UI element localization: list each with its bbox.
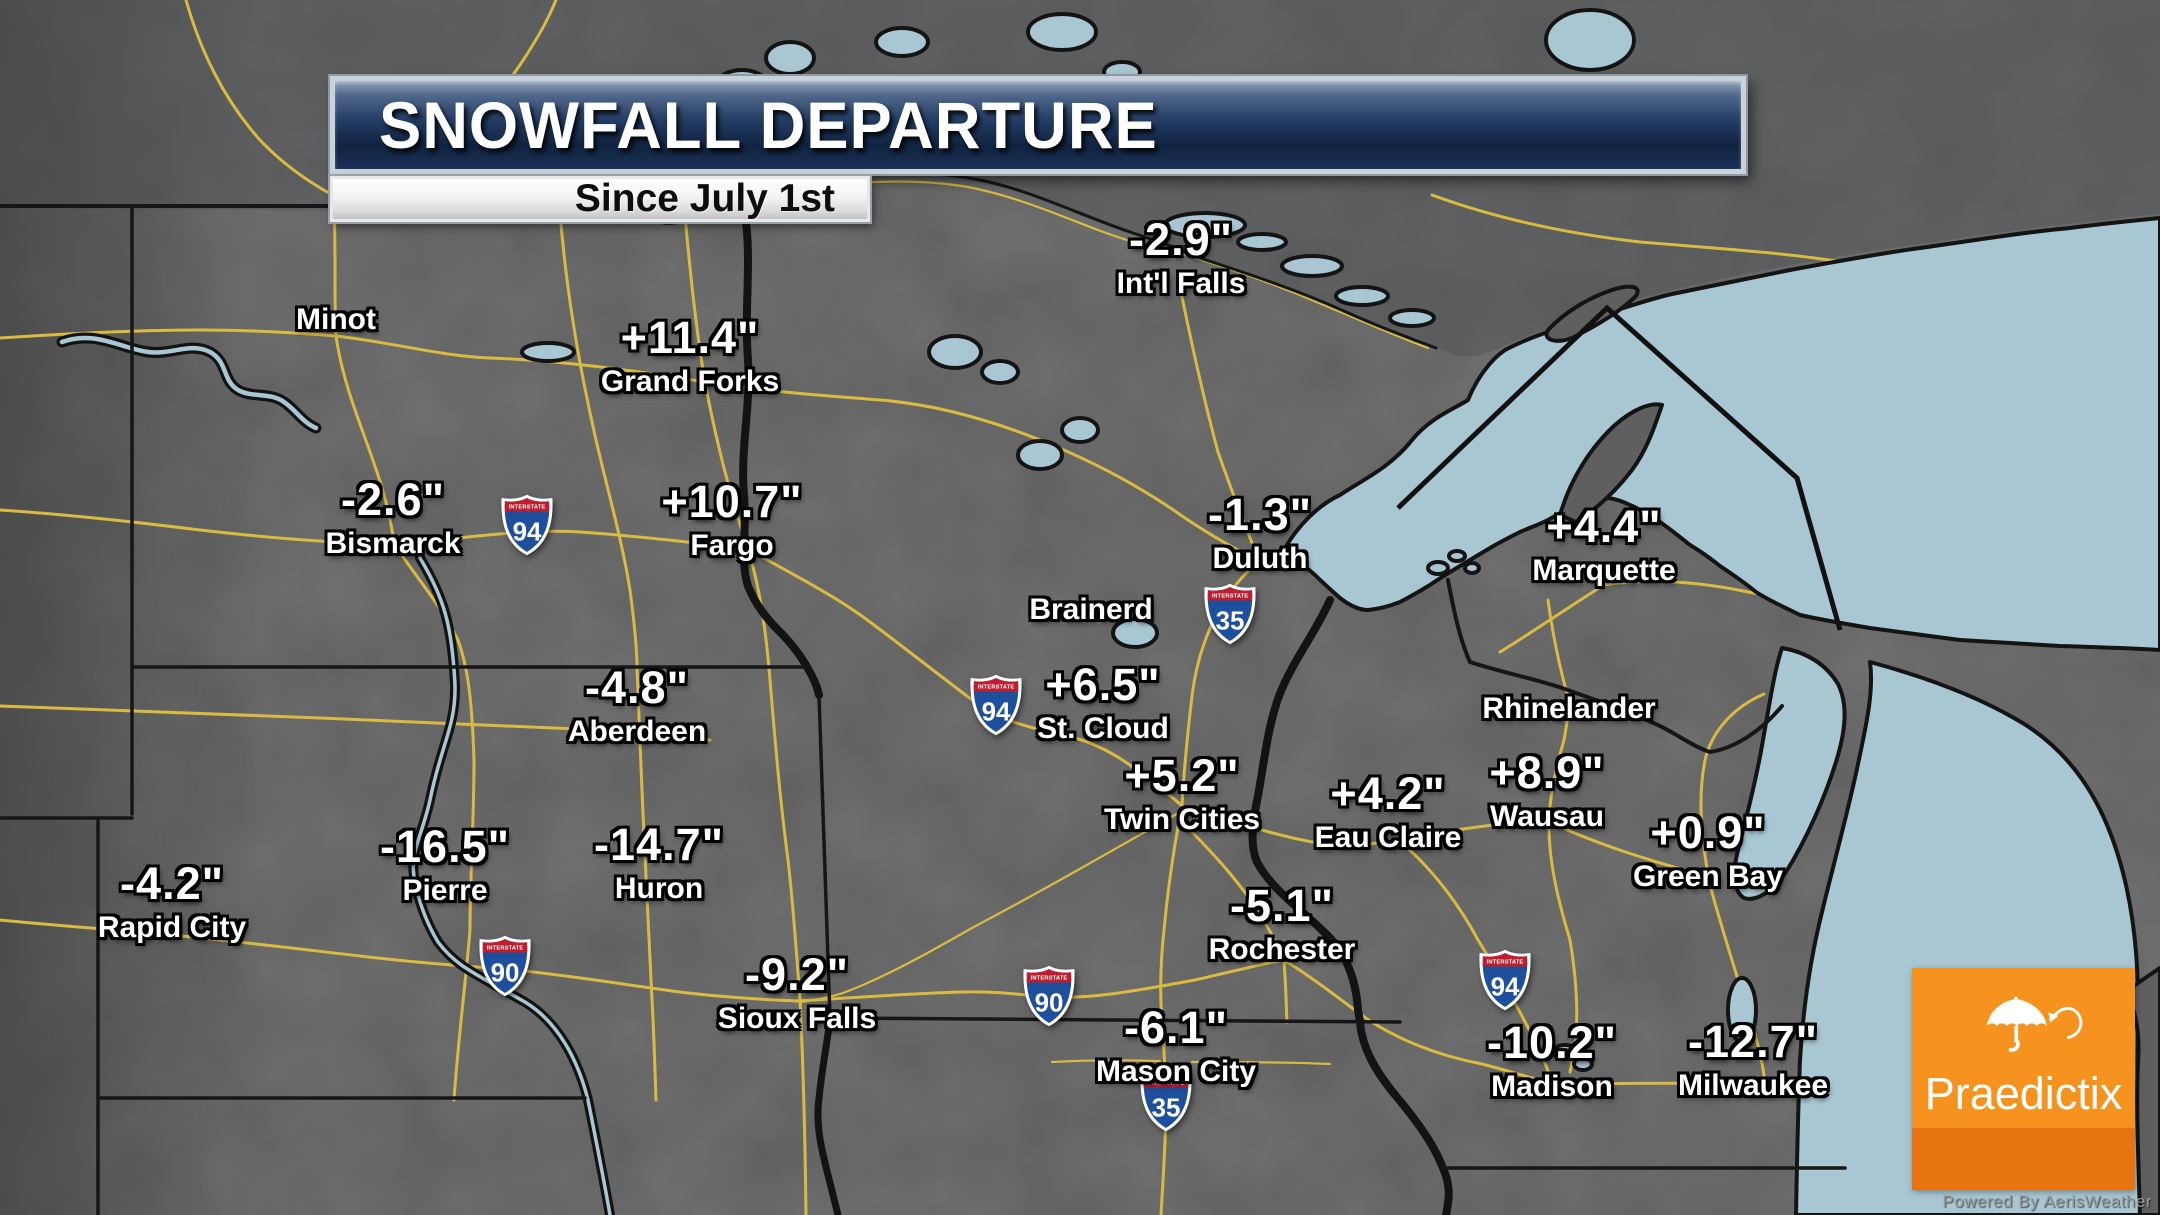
page-title: SNOWFALL DEPARTURE	[379, 88, 1158, 162]
station-st-cloud: +6.5" St. Cloud	[1037, 659, 1169, 746]
svg-text:94: 94	[513, 519, 542, 547]
interstate-shield-icon: INTERSTATE 35	[1203, 582, 1257, 646]
logo-strip	[1912, 1128, 2135, 1190]
station-brainerd: Brainerd	[1029, 593, 1153, 626]
svg-text:INTERSTATE: INTERSTATE	[487, 945, 524, 951]
station-aberdeen: -4.8" Aberdeen	[567, 662, 707, 749]
station-green-bay: +0.9" Green Bay	[1632, 807, 1784, 894]
subtitle-text: Since July 1st	[574, 177, 836, 220]
station-rochester: -5.1" Rochester	[1208, 880, 1356, 967]
svg-text:35: 35	[1152, 1095, 1181, 1123]
station-rapid-city: -4.2" Rapid City	[97, 858, 247, 945]
station-sioux-falls: -9.2" Sioux Falls	[717, 949, 877, 1036]
station-pierre: -16.5" Pierre	[380, 821, 510, 908]
station-huron: -14.7" Huron	[594, 819, 724, 906]
svg-text:94: 94	[1491, 974, 1520, 1002]
svg-text:INTERSTATE: INTERSTATE	[509, 504, 546, 510]
interstate-shield-icon: INTERSTATE 94	[1478, 948, 1532, 1012]
interstate-shield-icon: INTERSTATE 94	[500, 493, 554, 557]
station-madison: -10.2" Madison	[1487, 1017, 1617, 1104]
title-banner: SNOWFALL DEPARTURE	[330, 76, 1746, 174]
interstate-shield-icon: INTERSTATE 90	[1022, 964, 1076, 1028]
station-milwaukee: -12.7" Milwaukee	[1677, 1016, 1829, 1103]
interstate-shield-icon: INTERSTATE 94	[969, 673, 1023, 737]
svg-text:90: 90	[491, 960, 520, 988]
station-marquette: +4.4" Marquette	[1532, 501, 1676, 588]
svg-text:94: 94	[982, 699, 1011, 727]
logo-wordmark: Praedictix	[1924, 1068, 2123, 1119]
station-wausau: +8.9" Wausau	[1489, 747, 1605, 834]
station-twin-cities: +5.2" Twin Cities	[1103, 750, 1261, 837]
station-grand-forks: +11.4" Grand Forks	[600, 312, 780, 399]
interstate-shield-icon: INTERSTATE 90	[478, 934, 532, 998]
interstate-shield-icon: INTERSTATE 35	[1139, 1069, 1193, 1133]
svg-text:INTERSTATE: INTERSTATE	[978, 684, 1015, 690]
station-duluth: -1.3" Duluth	[1208, 489, 1312, 576]
station-minot: Minot	[296, 303, 376, 336]
attribution-text: Powered By AerisWeather	[1942, 1192, 2152, 1211]
svg-text:90: 90	[1035, 990, 1064, 1018]
station-bismarck: -2.6" Bismarck	[325, 474, 461, 561]
praedictix-logo: Praedictix	[1912, 968, 2135, 1190]
subtitle-banner: Since July 1st	[330, 176, 870, 222]
svg-text:INTERSTATE: INTERSTATE	[1212, 593, 1249, 599]
station-eau-claire: +4.2" Eau Claire	[1314, 768, 1462, 855]
station-mason-city: -6.1" Mason City	[1095, 1002, 1257, 1089]
umbrella-icon	[1986, 996, 2082, 1052]
svg-text:INTERSTATE: INTERSTATE	[1487, 959, 1524, 965]
svg-text:INTERSTATE: INTERSTATE	[1031, 975, 1068, 981]
station-intl-falls: -2.9" Int'l Falls	[1116, 214, 1246, 301]
station-rhinelander: Rhinelander	[1482, 692, 1656, 725]
svg-text:INTERSTATE: INTERSTATE	[1148, 1080, 1185, 1086]
svg-text:35: 35	[1216, 608, 1245, 636]
station-fargo: +10.7" Fargo	[661, 476, 803, 563]
